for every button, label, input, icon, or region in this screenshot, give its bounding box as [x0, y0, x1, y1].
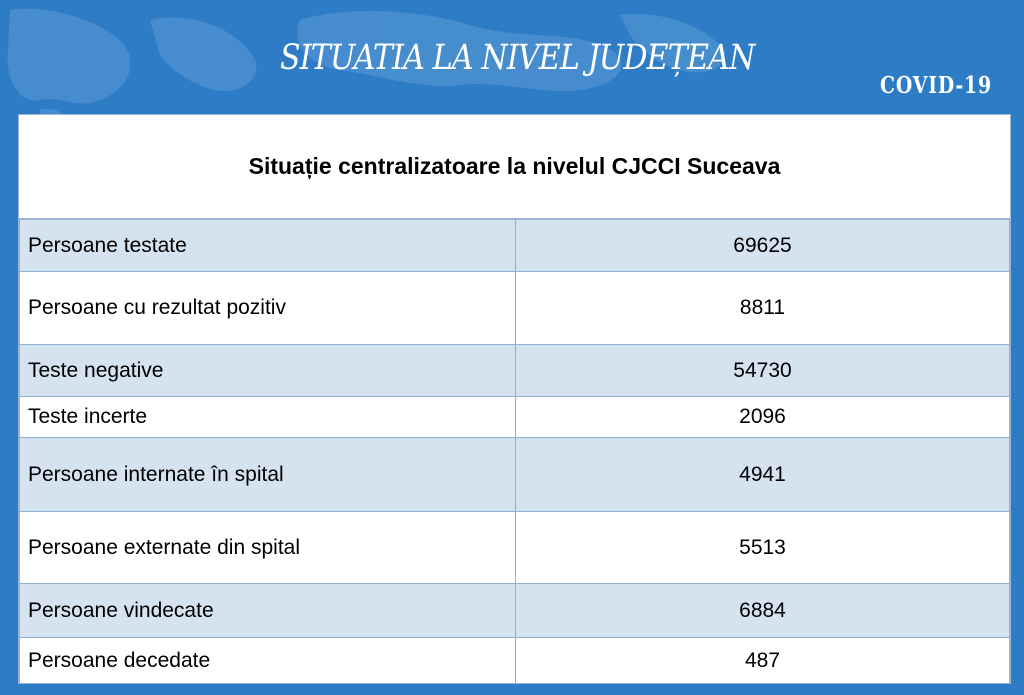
row-label: Persoane vindecate [19, 583, 516, 638]
row-label: Persoane cu rezultat pozitiv [19, 271, 516, 345]
table-row: Persoane testate 69625 [19, 219, 1010, 272]
row-value: 8811 [515, 271, 1010, 345]
row-label: Teste negative [19, 344, 516, 397]
row-value: 4941 [515, 437, 1010, 512]
row-label: Persoane decedate [19, 637, 516, 684]
row-value: 487 [515, 637, 1010, 684]
row-value: 5513 [515, 511, 1010, 584]
table-row: Teste incerte 2096 [19, 396, 1010, 438]
table-caption: Situație centralizatoare la nivelul CJCC… [19, 115, 1010, 219]
row-label: Persoane externate din spital [19, 511, 516, 584]
table-row: Teste negative 54730 [19, 344, 1010, 397]
table-row: Persoane vindecate 6884 [19, 583, 1010, 638]
table-row: Persoane internate în spital 4941 [19, 437, 1010, 512]
row-value: 2096 [515, 396, 1010, 438]
row-label: Persoane internate în spital [19, 437, 516, 512]
row-value: 54730 [515, 344, 1010, 397]
summary-panel: Situație centralizatoare la nivelul CJCC… [18, 114, 1011, 684]
row-label: Persoane testate [19, 219, 516, 272]
table-row: Persoane cu rezultat pozitiv 8811 [19, 271, 1010, 345]
table-row: Persoane decedate 487 [19, 637, 1010, 684]
row-label: Teste incerte [19, 396, 516, 438]
row-value: 6884 [515, 583, 1010, 638]
row-value: 69625 [515, 219, 1010, 272]
page-title: SITUATIA LA NIVEL JUDEȚEAN [280, 38, 755, 78]
summary-table: Persoane testate 69625 Persoane cu rezul… [19, 219, 1010, 684]
table-row: Persoane externate din spital 5513 [19, 511, 1010, 584]
covid-badge: COVID-19 [880, 72, 992, 99]
